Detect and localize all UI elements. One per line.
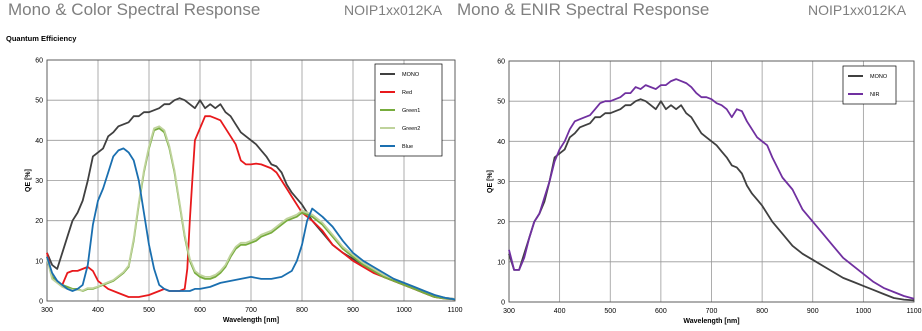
left-x-axis-label: Wavelength [nm] bbox=[223, 317, 279, 324]
right-y-axis-label: QE [%] bbox=[487, 170, 494, 193]
right-y-tick-label: 10 bbox=[497, 259, 505, 266]
left-x-tick-label: 800 bbox=[296, 307, 308, 314]
left-series-red-line bbox=[46, 115, 456, 301]
right-y-tick-label: 50 bbox=[497, 99, 505, 106]
right-legend-label-nir: NIR bbox=[870, 92, 880, 98]
right-y-tick-label: 20 bbox=[497, 219, 505, 226]
left-legend-label-green2: Green2 bbox=[402, 126, 420, 132]
right-y-tick-label: 60 bbox=[497, 59, 505, 66]
right-x-axis-label: Wavelength [nm] bbox=[683, 318, 739, 325]
left-chart-title: Mono & Color Spectral Response bbox=[8, 0, 261, 19]
left-part-number: NOIP1xx012KA bbox=[344, 2, 443, 18]
left-x-tick-label: 500 bbox=[143, 307, 155, 314]
left-y-tick-label: 60 bbox=[35, 58, 43, 65]
right-x-tick-label: 1100 bbox=[906, 308, 921, 315]
left-y-tick-label: 30 bbox=[35, 178, 43, 185]
left-series-blue-line bbox=[46, 147, 456, 301]
right-y-tick-label: 30 bbox=[497, 179, 505, 186]
right-series-mono-line bbox=[508, 98, 915, 302]
right-legend-label-mono: MONO bbox=[870, 74, 888, 80]
right-x-tick-label: 500 bbox=[604, 308, 616, 315]
left-y-tick-label: 0 bbox=[39, 299, 43, 306]
left-plot-frame bbox=[46, 59, 456, 302]
right-y-tick-label: 40 bbox=[497, 139, 505, 146]
left-legend-label-blue: Blue bbox=[402, 144, 413, 150]
right-y-tick-label: 0 bbox=[501, 300, 505, 307]
left-x-tick-label: 900 bbox=[347, 307, 359, 314]
left-y-tick-label: 20 bbox=[35, 218, 43, 225]
left-x-tick-label: 1000 bbox=[396, 307, 412, 314]
left-x-tick-label: 400 bbox=[92, 307, 104, 314]
right-part-number: NOIP1xx012KA bbox=[808, 2, 907, 18]
left-series-green2-line bbox=[46, 125, 456, 300]
left-legend-label-mono: MONO bbox=[402, 72, 420, 78]
left-legend-label-red: Red bbox=[402, 90, 412, 96]
right-x-tick-label: 800 bbox=[756, 308, 768, 315]
right-x-tick-label: 300 bbox=[503, 308, 515, 315]
left-chart-subtitle: Quantum Efficiency bbox=[6, 34, 77, 43]
left-y-tick-label: 50 bbox=[35, 98, 43, 105]
right-chart-title: Mono & ENIR Spectral Response bbox=[457, 0, 710, 19]
right-plot-frame bbox=[508, 60, 915, 303]
right-series-nir-line bbox=[508, 78, 915, 300]
right-x-tick-label: 700 bbox=[706, 308, 718, 315]
right-legend-box bbox=[842, 65, 897, 105]
left-y-axis-label: QE [%] bbox=[25, 169, 32, 192]
left-x-tick-label: 700 bbox=[245, 307, 257, 314]
left-x-tick-label: 600 bbox=[194, 307, 206, 314]
left-y-tick-label: 40 bbox=[35, 138, 43, 145]
right-x-tick-label: 400 bbox=[554, 308, 566, 315]
left-legend-label-green1: Green1 bbox=[402, 108, 420, 114]
left-x-tick-label: 1100 bbox=[447, 307, 462, 314]
right-x-tick-label: 900 bbox=[807, 308, 819, 315]
left-y-tick-label: 10 bbox=[35, 258, 43, 265]
right-x-tick-label: 1000 bbox=[856, 308, 872, 315]
left-x-tick-label: 300 bbox=[41, 307, 53, 314]
right-x-tick-label: 600 bbox=[655, 308, 667, 315]
